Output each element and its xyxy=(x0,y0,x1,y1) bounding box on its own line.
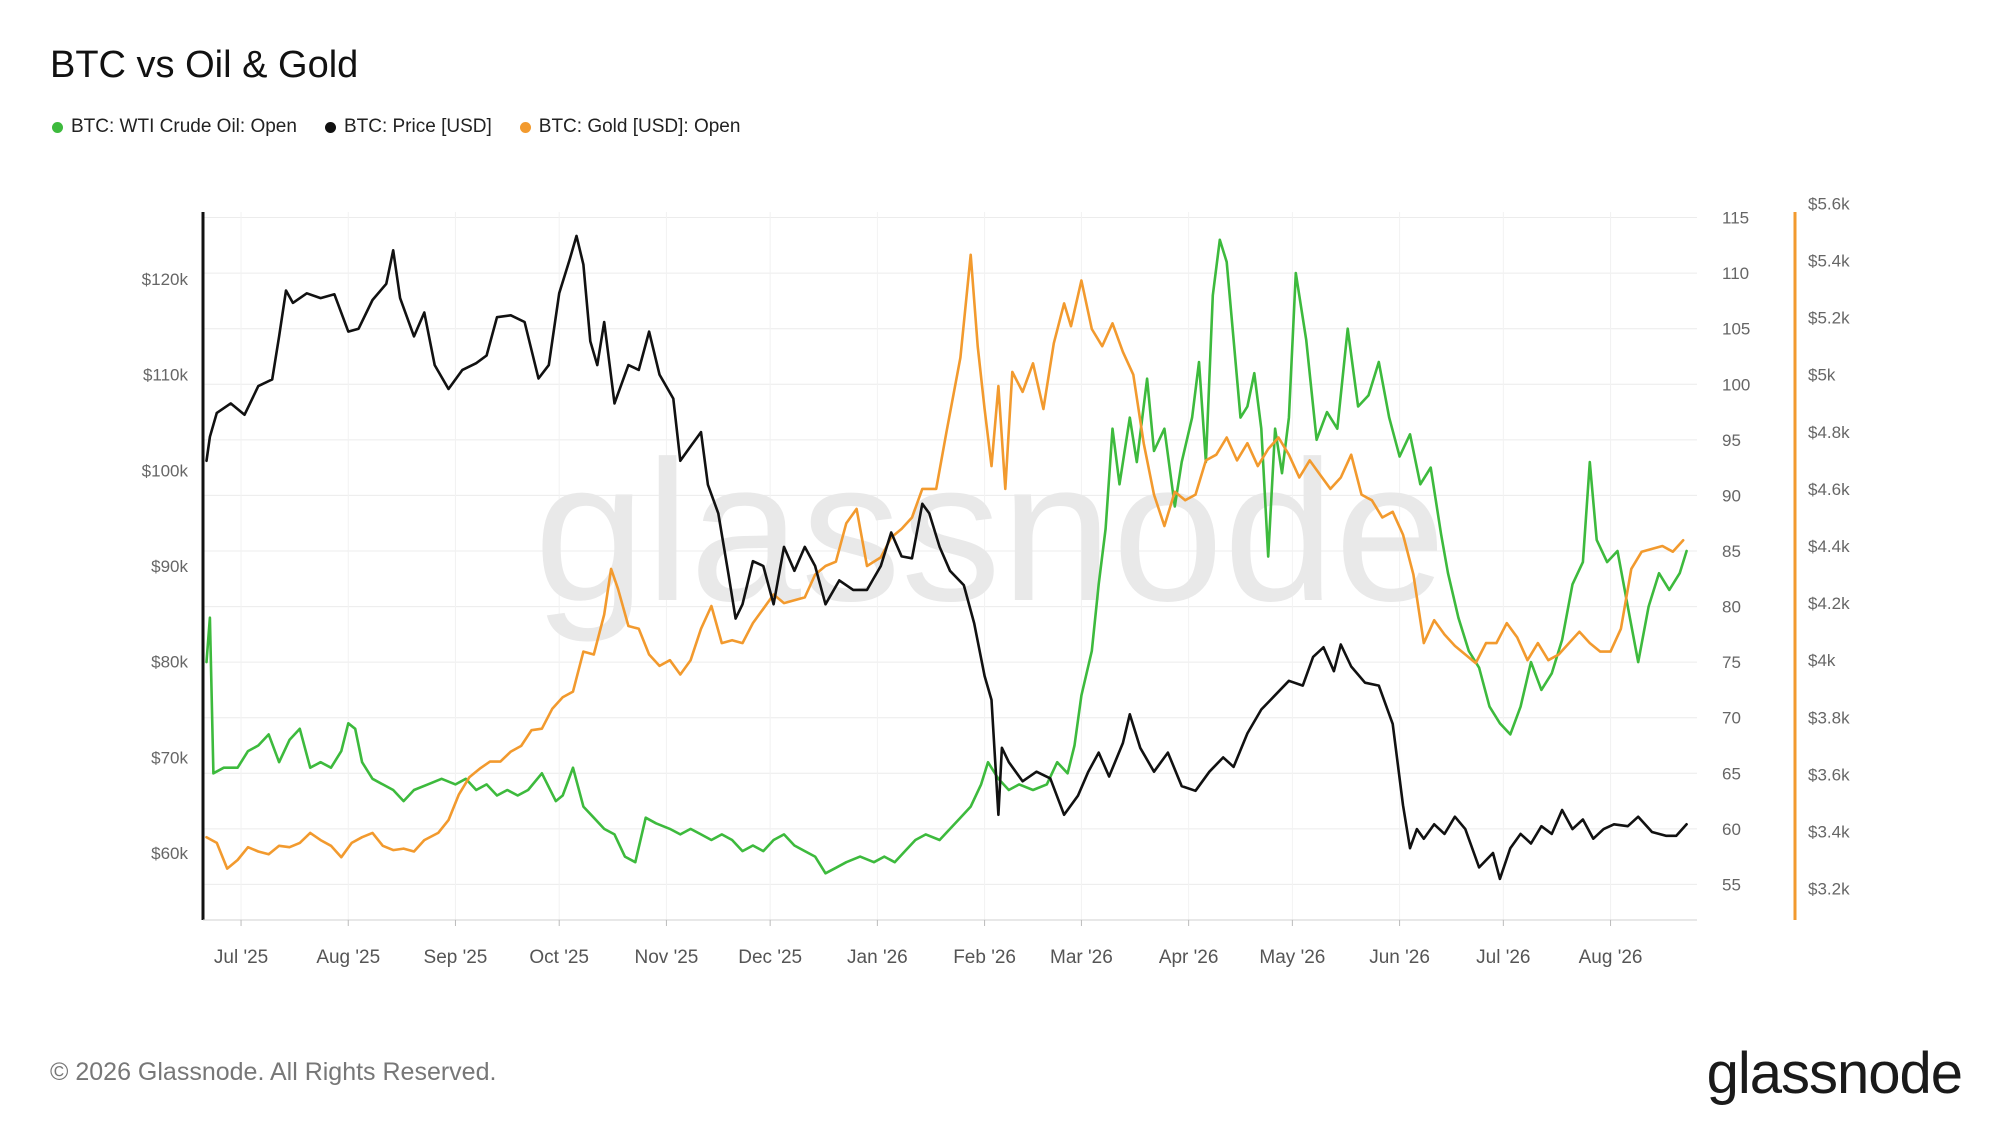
x-tick-label: Sep '25 xyxy=(424,947,488,968)
y-tick-label: $5.2k xyxy=(1808,309,1850,328)
x-tick-label: Feb '26 xyxy=(953,947,1016,968)
x-tick-label: Mar '26 xyxy=(1050,947,1113,968)
y-tick-label: $5k xyxy=(1808,366,1836,385)
axes: $60k $70k $80k $90k $100k $110k $120k 55 60 65 70 7… xyxy=(142,194,1850,968)
y-tick-label: $3.6k xyxy=(1808,765,1850,784)
y-tick-label: $3.4k xyxy=(1808,823,1850,842)
y-tick-label: $4.4k xyxy=(1808,537,1850,556)
y-tick-label: $80k xyxy=(151,653,188,672)
y-tick-label: 65 xyxy=(1722,764,1741,783)
y-tick-label: 110 xyxy=(1722,264,1749,283)
y-tick-label: $5.4k xyxy=(1808,252,1850,271)
y-tick-label: $100k xyxy=(142,461,189,480)
chart-title: BTC vs Oil & Gold xyxy=(50,44,359,86)
copyright-text: © 2026 Glassnode. All Rights Reserved. xyxy=(50,1058,497,1086)
series-line-wti-oil[interactable] xyxy=(205,238,1688,875)
legend-dot-icon xyxy=(519,121,531,133)
legend-item-btc[interactable]: BTC: Price [USD] xyxy=(324,116,492,138)
y-tick-label: 105 xyxy=(1722,320,1750,339)
y-tick-label: $5.6k xyxy=(1808,194,1850,213)
x-tick-label: Jan '26 xyxy=(847,947,908,968)
legend-item-oil[interactable]: BTC: WTI Crude Oil: Open xyxy=(52,116,297,138)
series-line-gold[interactable] xyxy=(205,253,1685,870)
x-tick-label: Oct '25 xyxy=(529,947,589,968)
chart-legend: BTC: WTI Crude Oil: Open BTC: Price [USD… xyxy=(52,116,740,138)
x-tick-label: Jul '25 xyxy=(214,947,268,968)
y-tick-label: $110k xyxy=(143,366,189,385)
x-tick-label: Jun '26 xyxy=(1369,947,1430,968)
y-tick-label: $4.6k xyxy=(1808,480,1850,499)
series-line-btc-price[interactable] xyxy=(205,234,1688,881)
y-tick-label: 115 xyxy=(1722,209,1749,228)
x-tick-label: Jul '26 xyxy=(1476,947,1530,968)
y-tick-label: 95 xyxy=(1722,431,1741,450)
y-tick-label: $4.2k xyxy=(1808,594,1850,613)
x-tick-label: Aug '25 xyxy=(316,947,380,968)
brand-logo[interactable]: glassnode xyxy=(1706,1041,1963,1106)
series-lines[interactable] xyxy=(205,234,1688,881)
x-tick-label: Aug '26 xyxy=(1579,947,1643,968)
legend-dot-icon xyxy=(52,121,63,133)
y-tick-label: $4k xyxy=(1808,651,1836,670)
x-tick-label: Dec '25 xyxy=(738,947,802,968)
y-tick-label: 80 xyxy=(1722,598,1741,617)
legend-item-gold[interactable]: BTC: Gold [USD]: Open xyxy=(519,116,741,138)
x-tick-label: Nov '25 xyxy=(635,947,699,968)
legend-label: BTC: WTI Crude Oil: Open xyxy=(71,116,297,137)
y-tick-label: $3.8k xyxy=(1808,708,1850,727)
y-tick-label: 90 xyxy=(1722,486,1741,505)
grid-lines xyxy=(203,212,1697,920)
y-tick-label: 70 xyxy=(1722,709,1741,728)
y-tick-label: 100 xyxy=(1722,375,1750,394)
y-tick-label: 60 xyxy=(1722,820,1741,839)
y-tick-label: $90k xyxy=(151,557,188,576)
y-tick-label: 75 xyxy=(1722,653,1741,672)
y-tick-label: $60k xyxy=(151,844,188,863)
y-tick-label: $3.2k xyxy=(1808,880,1850,899)
x-tick-label: Apr '26 xyxy=(1159,947,1219,968)
legend-dot-icon xyxy=(324,121,336,133)
legend-label: BTC: Price [USD] xyxy=(343,116,492,137)
y-tick-label: $4.8k xyxy=(1808,423,1850,442)
y-tick-label: 55 xyxy=(1722,875,1741,894)
y-tick-label: 85 xyxy=(1722,542,1741,561)
x-tick-label: May '26 xyxy=(1259,947,1325,968)
y-tick-label: $70k xyxy=(151,748,188,767)
y-tick-label: $120k xyxy=(142,270,189,289)
legend-label: BTC: Gold [USD]: Open xyxy=(538,116,741,137)
